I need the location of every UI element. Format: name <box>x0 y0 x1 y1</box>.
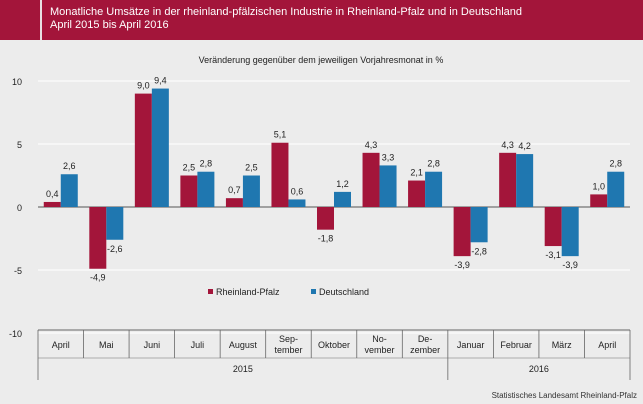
bar-chart: Veränderung gegenüber dem jeweiligen Vor… <box>9 55 631 380</box>
y-tick-label: -5 <box>14 266 22 276</box>
y-tick-label: 5 <box>17 140 22 150</box>
data-label-rheinland-pfalz: 2,5 <box>183 163 196 173</box>
bar-rheinland-pfalz <box>134 93 152 207</box>
data-label-deutschland: 2,6 <box>63 161 76 171</box>
year-group-label: 2015 <box>233 364 253 374</box>
chart-title: Monatliche Umsätze in der rheinland-pfäl… <box>50 6 522 32</box>
bar-rheinland-pfalz <box>89 207 107 269</box>
bar-deutschland <box>197 171 215 207</box>
data-label-rheinland-pfalz: 0,4 <box>46 189 59 199</box>
data-label-rheinland-pfalz: -1,8 <box>318 234 334 244</box>
data-label-rheinland-pfalz: -3,1 <box>545 250 561 260</box>
data-label-deutschland: -3,9 <box>562 260 578 270</box>
bar-deutschland <box>334 191 351 207</box>
bar-rheinland-pfalz <box>499 152 517 207</box>
category-label: Februar <box>500 340 532 350</box>
data-label-deutschland: -2,8 <box>471 246 487 256</box>
bar-rheinland-pfalz <box>408 180 426 207</box>
data-label-rheinland-pfalz: -3,9 <box>454 260 470 270</box>
source-note: Statistisches Landesamt Rheinland-Pfalz <box>491 391 637 400</box>
data-label-rheinland-pfalz: 1,0 <box>592 181 605 191</box>
bar-rheinland-pfalz <box>271 142 289 207</box>
category-label: April <box>598 340 616 350</box>
data-label-deutschland: 1,2 <box>336 179 349 189</box>
y-tick-label: 10 <box>12 77 22 87</box>
category-label: März <box>552 340 572 350</box>
chart-title-line1: Monatliche Umsätze in der rheinland-pfäl… <box>50 6 523 18</box>
data-label-deutschland: 3,3 <box>382 152 395 162</box>
y-tick-label: 0 <box>17 203 22 213</box>
data-label-rheinland-pfalz: 0,7 <box>228 185 241 195</box>
category-label: Juni <box>144 340 161 350</box>
category-label: Mai <box>99 340 114 350</box>
bar-deutschland <box>379 165 397 207</box>
bar-rheinland-pfalz <box>362 152 380 207</box>
bar-deutschland <box>561 207 579 257</box>
category-label: Juli <box>191 340 205 350</box>
data-label-deutschland: -2,6 <box>107 244 123 254</box>
bar-rheinland-pfalz <box>43 201 61 207</box>
category-label: Oktober <box>318 340 350 350</box>
bar-deutschland <box>242 175 260 207</box>
bar-deutschland <box>516 154 534 207</box>
bar-rheinland-pfalz <box>317 207 334 230</box>
header-accent <box>0 0 42 40</box>
bar-deutschland <box>151 88 169 207</box>
data-label-rheinland-pfalz: 4,3 <box>501 140 514 150</box>
data-label-deutschland: 2,8 <box>200 159 213 169</box>
bar-rheinland-pfalz <box>225 198 243 207</box>
bar-deutschland <box>607 171 625 207</box>
year-group-label: 2016 <box>529 364 549 374</box>
category-label: Januar <box>457 340 485 350</box>
category-label: August <box>229 340 258 350</box>
data-label-deutschland: 2,8 <box>609 159 622 169</box>
chart-subtitle: Veränderung gegenüber dem jeweiligen Vor… <box>199 55 444 65</box>
category-label: Sep-tember <box>274 334 302 355</box>
legend-swatch-rheinland-pfalz <box>208 289 213 294</box>
data-label-deutschland: 2,8 <box>427 159 440 169</box>
bar-deutschland <box>288 199 306 207</box>
data-label-rheinland-pfalz: 5,1 <box>274 130 287 140</box>
data-label-deutschland: 0,6 <box>291 186 304 196</box>
data-label-rheinland-pfalz: 9,0 <box>137 81 150 91</box>
bar-deutschland <box>425 171 443 207</box>
data-label-deutschland: 2,5 <box>245 163 258 173</box>
category-label: April <box>52 340 70 350</box>
legend-label-deutschland: Deutschland <box>319 287 369 297</box>
bar-rheinland-pfalz <box>180 175 198 207</box>
legend-swatch-deutschland <box>311 289 316 294</box>
bar-deutschland <box>106 207 124 240</box>
bar-rheinland-pfalz <box>453 207 471 257</box>
data-label-rheinland-pfalz: 4,3 <box>365 140 378 150</box>
y-tick-label: -10 <box>9 329 22 339</box>
bar-deutschland <box>470 207 488 243</box>
category-label: No-vember <box>365 334 395 355</box>
data-label-rheinland-pfalz: 2,1 <box>410 168 423 178</box>
bar-deutschland <box>60 174 78 207</box>
data-label-rheinland-pfalz: -4,9 <box>90 273 106 283</box>
data-label-deutschland: 4,2 <box>518 141 531 151</box>
bar-rheinland-pfalz <box>544 207 562 247</box>
data-label-deutschland: 9,4 <box>154 76 167 86</box>
legend-label-rheinland-pfalz: Rheinland-Pfalz <box>216 287 280 297</box>
chart-title-line2: April 2015 bis April 2016 <box>50 19 169 31</box>
bar-rheinland-pfalz <box>590 194 608 207</box>
header-bar <box>0 0 643 40</box>
category-label: De-zember <box>410 334 440 355</box>
